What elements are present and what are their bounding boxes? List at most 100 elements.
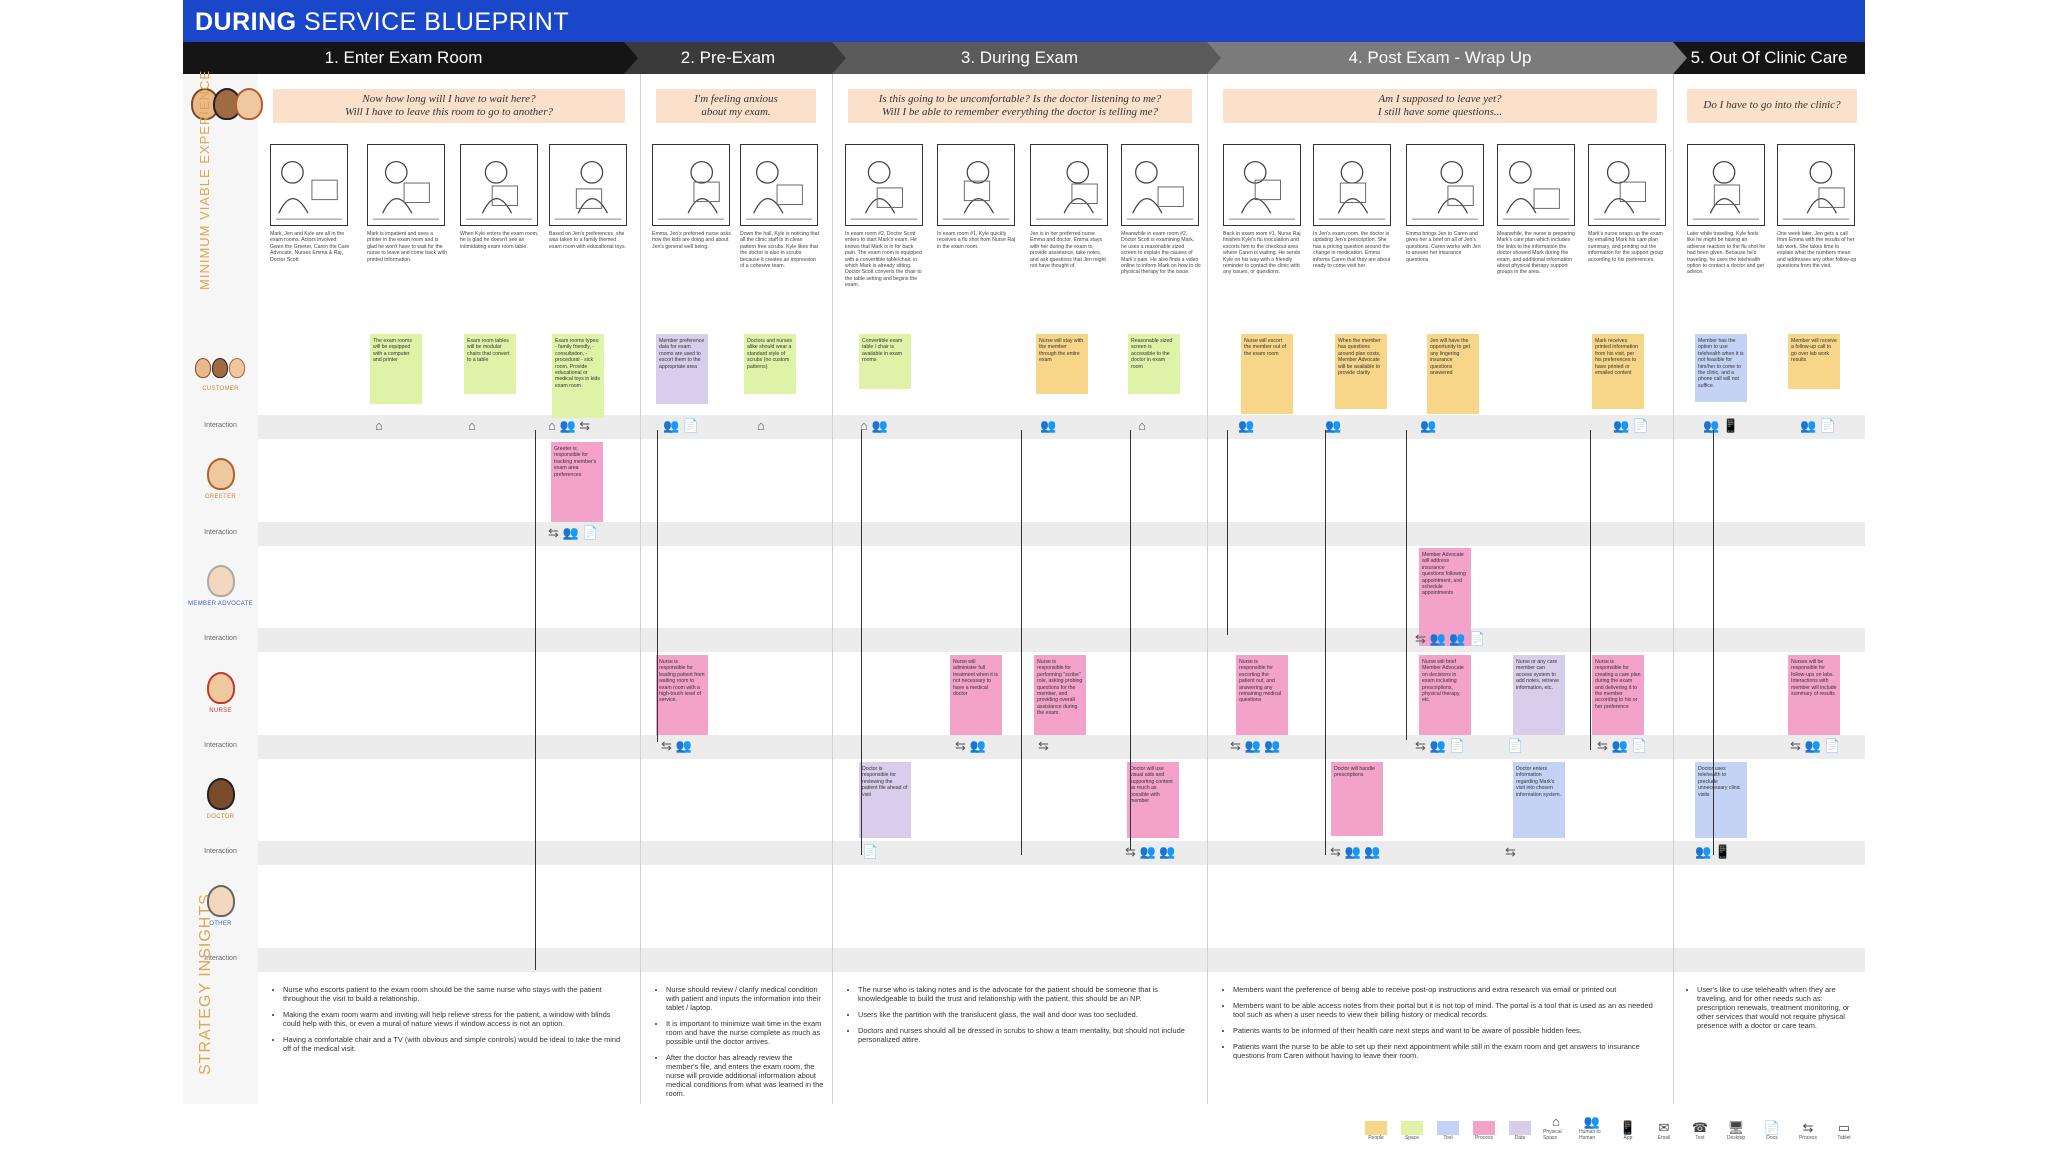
legend-item: People: [1363, 1121, 1389, 1141]
legend-glyph-icon: ⌂: [1552, 1114, 1560, 1129]
sketch-illustration: [1593, 160, 1661, 220]
interaction-channel-icon: 👥: [1040, 418, 1057, 433]
mve-side-label: MINIMUM VIABLE EXPERIENCE: [197, 69, 212, 290]
sticky-note-nurse: Nurse or any care member can access syst…: [1513, 655, 1565, 735]
legend-glyph-icon: ▭: [1837, 1120, 1851, 1135]
interaction-label: Interaction: [204, 955, 237, 962]
storyboard-frame: [1777, 144, 1855, 226]
sticky-note-customer: Nurse will escort the member out of the …: [1241, 334, 1293, 414]
sketch-illustration: [657, 160, 725, 220]
legend-item: 📄 Docs: [1759, 1120, 1785, 1142]
sketch-illustration: [1692, 160, 1760, 220]
role-label: CUSTOMER: [202, 386, 239, 392]
sticky-note-nurse: Nurse is responsible for leading patient…: [656, 655, 708, 735]
role-label: GREETER: [204, 494, 237, 500]
frame-caption: Mark is impatient and sees a printer in …: [367, 231, 447, 263]
phase-divider: [1673, 74, 1674, 1104]
interaction-channel-icon: ⌂: [375, 418, 383, 433]
legend-item: Data: [1507, 1121, 1533, 1141]
legend-swatch: [1437, 1121, 1459, 1135]
legend-label: Process: [1798, 1135, 1818, 1141]
sticky-note-customer: Member preference data for exam rooms ar…: [656, 334, 708, 404]
sketch-illustration: [372, 160, 440, 220]
sticky-note-nurse: Nurse will administer full treatment whe…: [950, 655, 1002, 735]
interaction-channel-icon: 👥 📄: [663, 418, 699, 433]
connector-line: [1130, 430, 1131, 850]
storyboard-frame: [1313, 144, 1391, 226]
insight-item: Doctors and nurses should all be dressed…: [858, 1026, 1188, 1044]
insight-item: Members want the preference of being abl…: [1233, 985, 1653, 994]
interaction-channel-icon: 📄: [1507, 738, 1524, 753]
frame-caption: In exam room #1, Kyle quickly receives a…: [937, 231, 1016, 250]
interaction-label: Interaction: [204, 742, 237, 749]
legend-label: Tablet: [1837, 1135, 1851, 1141]
insight-item: Members want to be able access notes fro…: [1233, 1001, 1653, 1019]
frame-caption: Emma brings Jen to Caren and gives her a…: [1406, 231, 1481, 263]
legend-label: Physical Space: [1543, 1129, 1562, 1141]
storyboard-frame: [1030, 144, 1108, 226]
frame-caption: One week later, Jen gets a call from Emm…: [1777, 231, 1857, 270]
sticky-note-nurse: Nurse will brief Member Advocate on deci…: [1419, 655, 1471, 735]
connector-line: [1406, 430, 1407, 740]
sketch-illustration: [1411, 160, 1479, 220]
legend-glyph-icon: ☎: [1691, 1120, 1709, 1135]
interaction-channel-icon: ⌂: [468, 418, 476, 433]
interaction-channel-icon: 📄: [862, 844, 879, 859]
sketch-illustration: [1502, 160, 1570, 220]
connector-line: [535, 430, 536, 970]
frame-caption: When Kyle enters the exam room, he is gl…: [460, 231, 539, 250]
connector-line: [861, 430, 862, 855]
sticky-note-doctor: Doctor will use visual aids and supporti…: [1127, 762, 1179, 838]
sketch-illustration: [1782, 160, 1850, 220]
sticky-note-customer: Member has the option to use telehealth …: [1695, 334, 1747, 402]
legend-item: 👥 Human to Human: [1579, 1114, 1605, 1142]
sketch-illustration: [942, 160, 1010, 220]
sticky-note-customer: Member will receive a follow-up call to …: [1788, 334, 1840, 389]
legend-item: Tool: [1435, 1121, 1461, 1141]
storyboard-frame: [270, 144, 348, 226]
interaction-channel-icon: ⌂ 👥 ⇆: [548, 418, 591, 433]
phase-2: 2. Pre-Exam: [624, 42, 846, 74]
sticky-note-nurse: Nurse is responsible for performing "scr…: [1034, 655, 1086, 735]
insights-phase-2: Nurse should review / clarify medical co…: [656, 985, 826, 1105]
sticky-note-doctor: Doctor uses telehealth to preclude unnec…: [1695, 762, 1747, 838]
interaction-channel-icon: 👥: [1420, 418, 1437, 433]
insight-item: After the doctor has already review the …: [666, 1053, 826, 1098]
legend-swatch: [1509, 1121, 1531, 1135]
legend-label: Desktop: [1726, 1135, 1746, 1141]
legend-item: ▭ Tablet: [1831, 1120, 1857, 1142]
title-banner: DURING SERVICE BLUEPRINT: [183, 0, 1865, 42]
role-label: MEMBER ADVOCATE: [188, 601, 253, 607]
insight-item: The nurse who is taking notes and is the…: [858, 985, 1188, 1003]
quote-bubble: I'm feeling anxious about my exam.: [656, 89, 816, 123]
legend-glyph-icon: 👥: [1583, 1114, 1601, 1129]
phase-divider: [640, 74, 641, 1104]
legend-glyph-icon: 📄: [1763, 1120, 1781, 1135]
phase-divider: [832, 74, 833, 1104]
interaction-channel-icon: ⇆ 👥 👥 📄: [1415, 631, 1486, 646]
role-label: OTHER: [209, 921, 232, 927]
frame-caption: Mark, Jen and Kyle are all in the exam r…: [270, 231, 350, 263]
sticky-note-customer: Nurse will stay with the member through …: [1036, 334, 1088, 394]
sticky-note-greeter: Greeter is responsible for tracking memb…: [551, 442, 603, 522]
storyboard-frame: [652, 144, 730, 226]
storyboard-frame: [367, 144, 445, 226]
frame-caption: Meanwhile, the nurse is preparing Mark's…: [1497, 231, 1575, 276]
insights-phase-5: User's like to use telehealth when they …: [1687, 985, 1857, 1037]
storyboard-frame: [1121, 144, 1199, 226]
interaction-band-other: [258, 948, 1865, 972]
insight-item: Making the exam room warm and inviting w…: [283, 1010, 623, 1028]
interaction-channel-icon: 👥 📄: [1613, 418, 1649, 433]
interaction-band-customer: [258, 415, 1865, 439]
storyboard-frame: [1406, 144, 1484, 226]
sticky-note-customer: Mark receives printed information from h…: [1592, 334, 1644, 409]
legend: People Space Tool Process Data ⌂ Physical Spac…: [1363, 1115, 1857, 1141]
sketch-illustration: [1126, 160, 1194, 220]
frame-caption: Later while traveling, Kyle feels like h…: [1687, 231, 1766, 276]
insight-item: Patients wants to be informed of their h…: [1233, 1026, 1653, 1035]
quote-bubble: Now how long will I have to wait here? Wi…: [273, 89, 625, 123]
nurse-face-icon: [207, 672, 235, 704]
quote-bubble: Am I supposed to leave yet? I still have …: [1223, 89, 1657, 123]
connector-line: [1325, 430, 1326, 855]
interaction-channel-icon: 👥: [1325, 418, 1342, 433]
